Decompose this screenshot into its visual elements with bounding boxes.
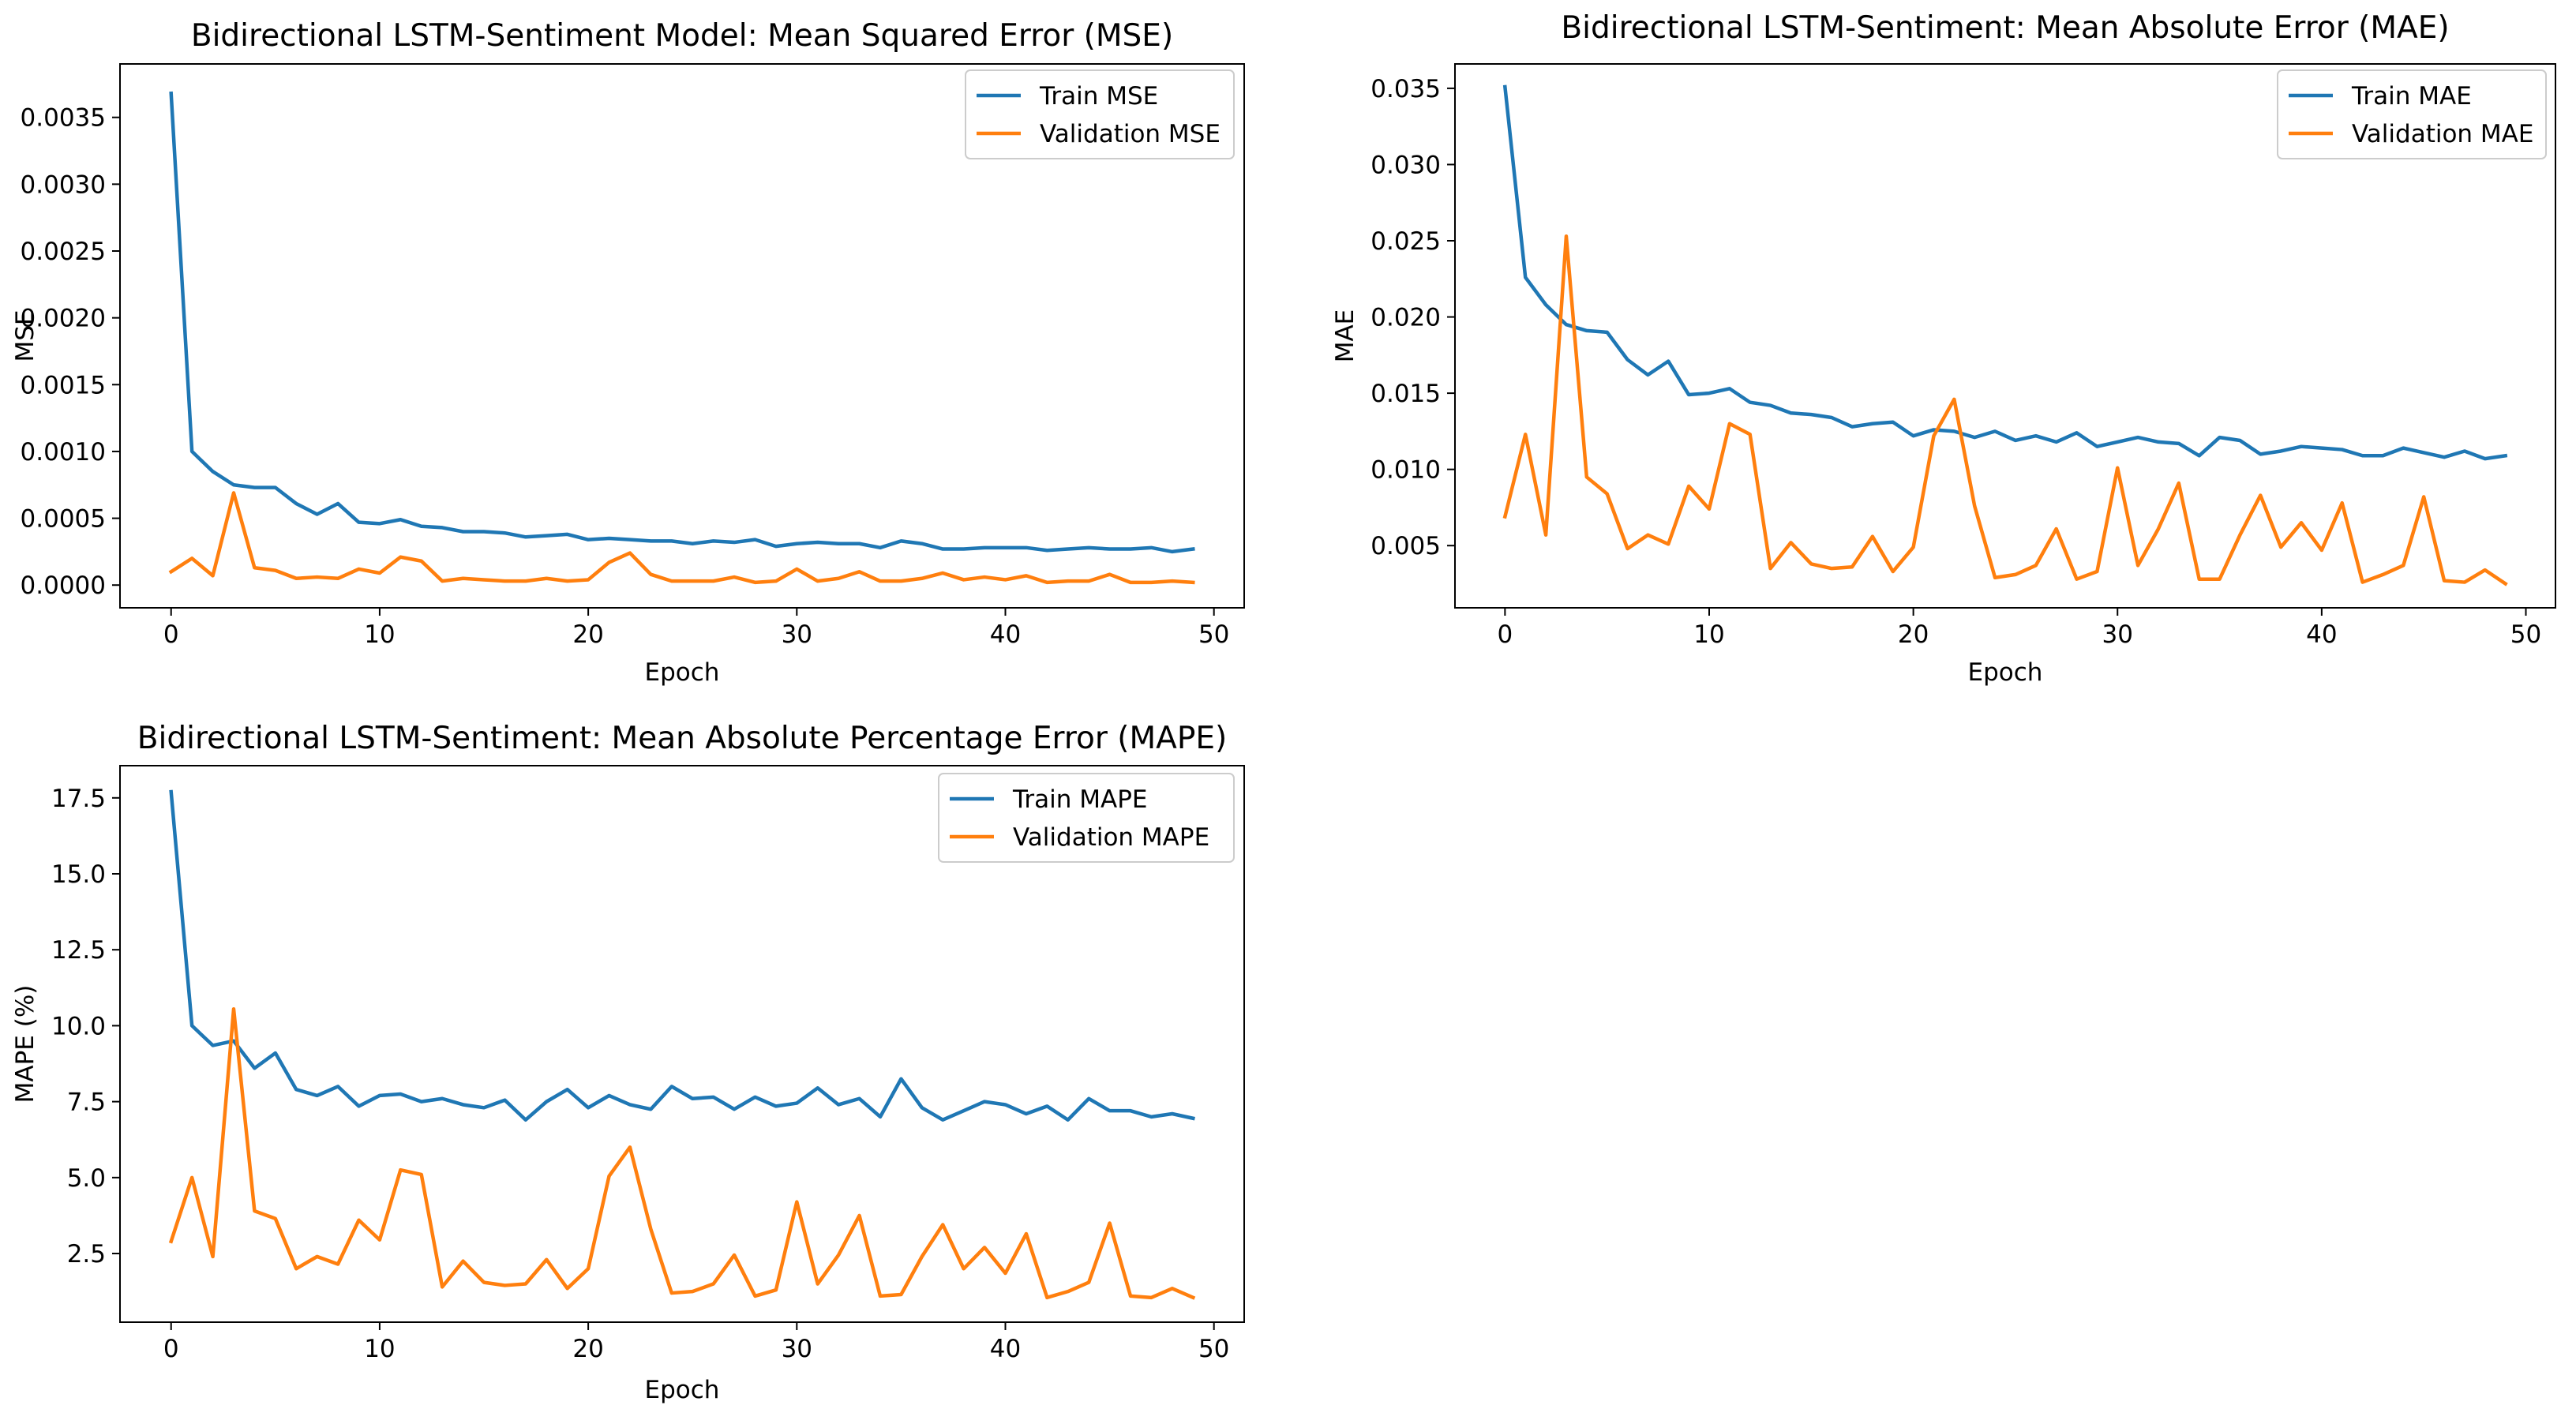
legend-label-train-mse: Train MSE: [1039, 82, 1158, 111]
x-tick-label: 40: [990, 1335, 1021, 1363]
x-axis-label: Epoch: [645, 1376, 720, 1404]
x-tick-label: 0: [1497, 620, 1513, 649]
validation-mse-line: [168, 491, 1195, 585]
legend-label-train-mape: Train MAPE: [1012, 785, 1147, 814]
train-mae-line: [1502, 84, 2508, 461]
y-tick-label: 0.025: [1370, 227, 1441, 256]
y-tick-label: 0.015: [1370, 380, 1441, 408]
x-tick-label: 50: [1198, 1335, 1229, 1363]
mape-chart: Bidirectional LSTM-Sentiment: Mean Absol…: [11, 721, 1245, 1404]
y-tick-label: 0.0030: [21, 171, 106, 199]
legend: Train MAE Validation MAE: [2277, 69, 2547, 159]
axes-frame: [119, 765, 1245, 1323]
chart-title: Bidirectional LSTM-Sentiment: Mean Absol…: [1561, 10, 2449, 46]
legend-frame: [938, 773, 1235, 863]
y-tick-label: 0.035: [1370, 75, 1441, 103]
x-axis-label: Epoch: [645, 658, 720, 687]
y-tick-label: 0.0005: [21, 505, 106, 534]
x-tick-label: 40: [990, 620, 1021, 649]
x-tick-label: 10: [364, 1335, 395, 1363]
y-tick-label: 17.5: [51, 785, 106, 813]
x-tick-label: 0: [163, 1335, 179, 1363]
y-tick-label: 0.0000: [21, 571, 106, 600]
y-tick-label: 5.0: [67, 1164, 106, 1193]
x-axis-label: Epoch: [1968, 658, 2043, 687]
validation-mape-line: [168, 1007, 1196, 1300]
y-tick-label: 0.010: [1370, 456, 1441, 485]
x-tick-label: 30: [782, 620, 812, 649]
y-tick-label: 0.0015: [21, 371, 106, 399]
y-axis-label: MAE: [1331, 309, 1359, 363]
y-tick-label: 10.0: [51, 1012, 106, 1040]
y-tick-label: 2.5: [67, 1240, 106, 1268]
legend: Train MSE Validation MSE: [965, 69, 1235, 159]
mse-chart: Bidirectional LSTM-Sentiment Model: Mean…: [11, 18, 1245, 687]
x-tick-label: 10: [1693, 620, 1724, 649]
legend-label-validation-mse: Validation MSE: [1040, 120, 1221, 148]
y-tick-label: 12.5: [51, 936, 106, 965]
legend-label-validation-mape: Validation MAPE: [1013, 823, 1209, 852]
x-tick-label: 20: [572, 1335, 603, 1363]
y-tick-label: 0.0035: [21, 104, 106, 133]
chart-title: Bidirectional LSTM-Sentiment Model: Mean…: [191, 18, 1173, 54]
legend-label-validation-mae: Validation MAE: [2352, 120, 2533, 148]
x-tick-label: 30: [2102, 620, 2133, 649]
legend-frame: [2277, 69, 2547, 159]
validation-mae-line: [1502, 234, 2508, 586]
y-tick-label: 0.005: [1370, 532, 1441, 560]
axes-frame: [1454, 63, 2556, 609]
legend-label-train-mae: Train MAE: [2351, 82, 2472, 111]
axes-frame: [119, 63, 1245, 609]
x-tick-label: 40: [2306, 620, 2337, 649]
y-tick-label: 0.0010: [21, 438, 106, 467]
legend: Train MAPE Validation MAPE: [938, 773, 1235, 863]
y-axis-label: MSE: [11, 309, 39, 362]
train-mape-line: [169, 789, 1195, 1122]
y-tick-label: 0.0020: [21, 305, 106, 333]
mae-chart: Bidirectional LSTM-Sentiment: Mean Absol…: [1331, 10, 2556, 687]
y-tick-label: 0.030: [1370, 151, 1441, 179]
chart-title: Bidirectional LSTM-Sentiment: Mean Absol…: [137, 721, 1227, 756]
x-tick-label: 10: [364, 620, 395, 649]
x-tick-label: 20: [1898, 620, 1929, 649]
train-mse-line: [169, 91, 1195, 554]
legend-frame: [965, 69, 1235, 159]
y-tick-label: 0.0025: [21, 238, 106, 266]
y-tick-label: 15.0: [51, 860, 106, 889]
y-tick-label: 0.020: [1370, 304, 1441, 332]
y-tick-label: 7.5: [67, 1089, 106, 1117]
x-tick-label: 30: [782, 1335, 812, 1363]
x-tick-label: 50: [1198, 620, 1229, 649]
y-axis-label: MAPE (%): [11, 985, 39, 1104]
x-tick-label: 20: [572, 620, 603, 649]
x-tick-label: 50: [2510, 620, 2541, 649]
x-tick-label: 0: [163, 620, 179, 649]
